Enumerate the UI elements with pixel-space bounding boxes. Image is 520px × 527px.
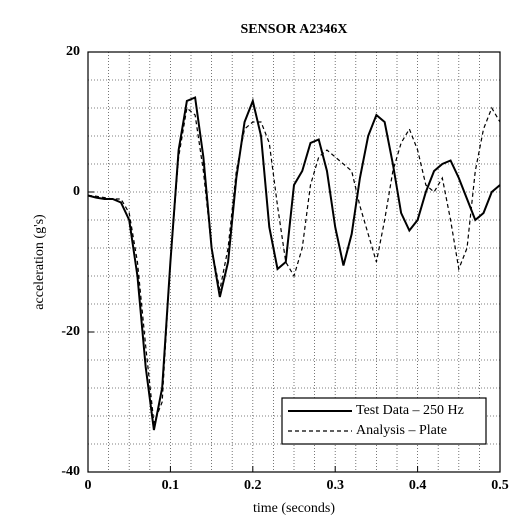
x-tick-label: 0.4 — [409, 478, 427, 493]
legend-label: Test Data – 250 Hz — [356, 403, 464, 418]
y-tick-label: -20 — [61, 324, 80, 339]
x-tick-label: 0.5 — [491, 478, 509, 493]
y-axis-label: acceleration (g's) — [32, 214, 47, 310]
series-line — [87, 106, 501, 424]
x-tick-label: 0.1 — [162, 478, 180, 493]
chart-title: SENSOR A2346X — [241, 22, 348, 37]
x-axis-label: time (seconds) — [253, 501, 335, 516]
x-tick-label: 0 — [85, 478, 92, 493]
y-tick-label: -40 — [61, 464, 80, 479]
y-tick-label: 0 — [73, 184, 80, 199]
y-tick-label: 20 — [66, 44, 80, 59]
legend-label: Analysis – Plate — [356, 423, 447, 438]
x-tick-label: 0.3 — [326, 478, 344, 493]
x-tick-label: 0.2 — [244, 478, 262, 493]
plot-frame — [87, 51, 501, 473]
legend-box — [281, 397, 487, 445]
